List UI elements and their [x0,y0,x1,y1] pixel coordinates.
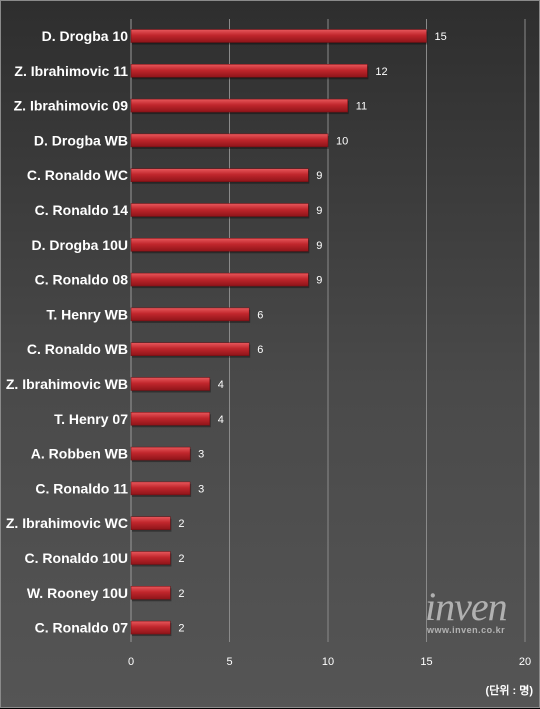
category-label: Z. Ibrahimovic WB [6,376,128,392]
value-label: 9 [316,240,322,252]
category-label: C. Ronaldo WC [27,167,128,183]
category-label: C. Ronaldo WB [27,341,128,357]
value-labels: 15 12 11 10 9 9 9 9 6 6 4 4 3 3 2 2 2 2 [178,31,446,635]
gridlines [130,19,526,642]
bars [130,29,428,637]
value-label: 6 [257,309,263,321]
bar-16 [130,551,171,565]
category-label: D. Drogba WB [34,132,128,148]
category-label: D. Drogba 10U [32,237,128,253]
category-label: C. Ronaldo 07 [35,620,129,636]
value-label: 2 [178,518,184,530]
bar-8 [130,272,309,287]
watermark-brand: inven [425,584,508,629]
bar-6 [130,203,309,217]
bar-4 [130,133,329,148]
category-label: C. Ronaldo 11 [35,480,128,496]
x-tick-5: 5 [226,656,232,668]
bar-11 [130,377,211,391]
bar-2 [130,64,368,78]
bar-9 [130,307,250,322]
bar-7 [130,238,309,252]
value-label: 2 [178,553,184,565]
category-labels: D. Drogba 10 Z. Ibrahimovic 11 Z. Ibrahimo… [6,28,128,636]
inven-watermark: inven www.inven.co.kr [421,583,531,641]
bar-17 [130,586,171,600]
category-label: Z. Ibrahimovic 11 [14,63,128,79]
category-label: C. Ronaldo 08 [35,272,129,288]
unit-label: (단위 : 명) [485,685,533,697]
x-tick-0: 0 [128,656,134,668]
value-label: 4 [218,414,224,426]
category-label: Z. Ibrahimovic WC [6,515,128,531]
bar-12 [130,412,211,426]
category-label: W. Rooney 10U [27,585,128,601]
x-tick-20: 20 [519,656,531,668]
category-label: C. Ronaldo 10U [25,550,128,566]
bar-14 [130,481,191,496]
x-tick-15: 15 [420,656,432,668]
value-label: 2 [178,623,184,635]
value-label: 4 [218,379,224,391]
bar-18 [130,620,171,635]
category-label: T. Henry 07 [54,411,128,427]
category-label: C. Ronaldo 14 [35,202,129,218]
bar-1 [130,29,427,43]
bar-5 [130,168,309,182]
value-label: 10 [336,135,348,147]
value-label: 12 [375,66,387,78]
bar-15 [130,516,171,530]
value-label: 11 [356,101,367,113]
value-label: 9 [316,275,322,287]
value-label: 15 [435,31,447,43]
value-label: 6 [257,344,263,356]
x-tick-labels: 0 5 10 15 20 [128,656,531,668]
value-label: 2 [178,588,184,600]
category-label: Z. Ibrahimovic 09 [14,98,129,114]
watermark-url: www.inven.co.kr [427,625,506,635]
bar-13 [130,446,191,461]
value-label: 9 [316,170,322,182]
value-label: 9 [316,205,322,217]
x-tick-10: 10 [322,656,334,668]
bar-10 [130,342,250,356]
value-label: 3 [198,483,204,495]
value-label: 3 [198,449,204,461]
bar-3 [130,98,348,113]
category-label: T. Henry WB [46,306,128,322]
category-label: D. Drogba 10 [42,28,129,44]
category-label: A. Robben WB [31,446,128,462]
